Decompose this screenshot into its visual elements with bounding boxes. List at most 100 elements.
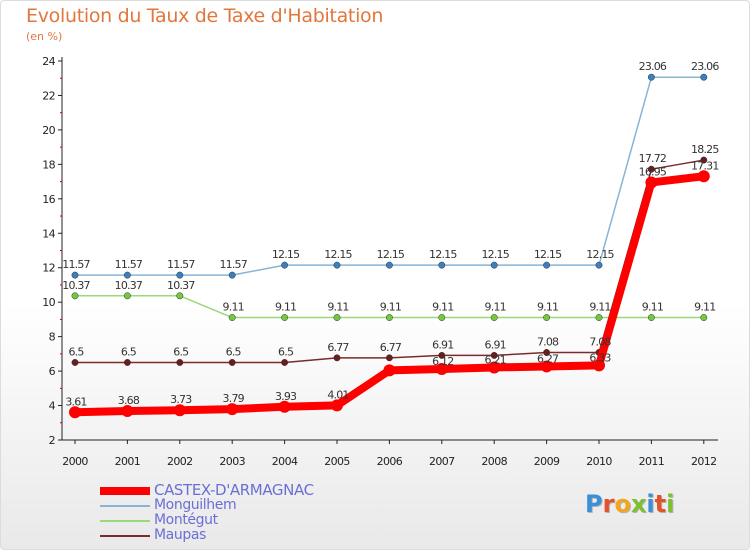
- data-label: 6.5: [226, 345, 242, 358]
- data-label: 6.77: [327, 341, 349, 354]
- legend-swatch: [100, 486, 150, 495]
- data-point: [281, 261, 289, 269]
- data-point: [123, 271, 131, 279]
- data-label: 6.5: [278, 345, 294, 358]
- data-point: [385, 354, 393, 362]
- data-point: [385, 261, 393, 269]
- x-tick-label: 2003: [219, 455, 245, 468]
- data-label: 9.11: [485, 301, 506, 314]
- y-tick-label: 12: [42, 262, 55, 275]
- y-tick-label: 4: [49, 400, 56, 413]
- data-label: 10.37: [167, 279, 195, 292]
- legend-swatch: [100, 504, 150, 507]
- y-tick-label: 2: [49, 434, 55, 447]
- data-label: 6.5: [121, 345, 137, 358]
- data-point: [331, 399, 343, 412]
- data-label: 7.08: [537, 335, 559, 348]
- data-label: 6.33: [589, 351, 611, 364]
- data-label: 4.01: [327, 388, 348, 401]
- legend-label: CASTEX-D'ARMAGNAC: [154, 481, 314, 499]
- legend-swatch: [100, 519, 150, 522]
- series-castex-d-armagnac: [69, 170, 710, 419]
- data-point: [593, 359, 605, 372]
- data-label: 6.12: [432, 355, 453, 368]
- data-point: [69, 406, 81, 419]
- legend-swatch: [100, 534, 150, 537]
- data-point: [700, 73, 708, 81]
- data-label: 11.57: [219, 258, 247, 271]
- data-point: [71, 271, 79, 279]
- data-point: [333, 261, 341, 269]
- data-label: 3.93: [275, 390, 297, 403]
- x-tick-label: 2004: [272, 455, 298, 468]
- data-label: 17.72: [639, 152, 667, 165]
- data-point: [333, 354, 341, 362]
- data-point: [540, 360, 553, 373]
- data-point: [700, 156, 708, 164]
- data-point: [176, 359, 184, 366]
- data-label: 11.57: [167, 258, 195, 271]
- data-label: 9.11: [275, 301, 296, 314]
- y-tick-label: 6: [49, 365, 56, 378]
- x-tick-label: 2007: [429, 455, 455, 468]
- legend-label: Monguilhem: [154, 497, 237, 513]
- x-tick-label: 2001: [115, 455, 141, 468]
- proxiti-logo: Proxiti: [585, 490, 675, 518]
- data-label: 16.95: [639, 165, 667, 178]
- data-label: 6.5: [173, 345, 189, 358]
- y-tick-label: 22: [42, 89, 55, 102]
- data-label: 12.15: [377, 248, 405, 261]
- data-point: [543, 314, 551, 321]
- data-label: 23.06: [691, 60, 719, 73]
- data-point: [228, 271, 236, 279]
- x-tick-label: 2000: [62, 455, 88, 468]
- data-point: [333, 314, 341, 321]
- legend-label: Montégut: [154, 512, 218, 528]
- data-point: [123, 292, 131, 300]
- data-point: [173, 404, 186, 417]
- data-label: 9.11: [380, 301, 401, 314]
- data-point: [595, 261, 603, 269]
- data-label: 9.11: [327, 301, 348, 314]
- data-point: [647, 73, 655, 81]
- data-point: [385, 314, 393, 321]
- data-point: [488, 361, 501, 374]
- x-tick-label: 2005: [324, 455, 350, 468]
- data-point: [226, 403, 239, 416]
- data-label: 9.11: [589, 301, 610, 314]
- data-label: 6.27: [537, 352, 559, 365]
- x-tick-label: 2011: [639, 455, 665, 468]
- series-line: [74, 172, 705, 417]
- data-label: 11.57: [62, 258, 90, 271]
- y-tick-label: 8: [49, 331, 56, 344]
- x-tick-label: 2008: [481, 455, 507, 468]
- x-tick-label: 2010: [586, 455, 612, 468]
- data-label: 3.68: [118, 394, 140, 407]
- data-label: 3.79: [223, 392, 245, 405]
- data-label: 23.06: [639, 60, 667, 73]
- data-point: [647, 165, 655, 173]
- series-line: [75, 76, 704, 276]
- data-point: [543, 349, 551, 356]
- data-label: 10.37: [62, 279, 90, 292]
- y-tick-label: 18: [42, 158, 55, 171]
- data-point: [438, 314, 446, 321]
- data-label: 12.15: [272, 248, 300, 261]
- data-point: [438, 261, 446, 269]
- data-point: [228, 359, 236, 366]
- x-tick-label: 2006: [377, 455, 403, 468]
- data-label: 6.91: [485, 338, 506, 351]
- data-point: [123, 359, 131, 366]
- data-point: [697, 170, 710, 183]
- data-label: 9.11: [432, 301, 453, 314]
- data-label: 10.37: [115, 279, 143, 292]
- data-label: 12.15: [481, 248, 509, 261]
- data-point: [435, 363, 448, 376]
- data-point: [71, 359, 79, 366]
- data-point: [700, 314, 708, 321]
- data-point: [490, 351, 498, 359]
- legend: CASTEX-D'ARMAGNAC Monguilhem Montégut Maupa…: [100, 483, 314, 543]
- data-label: 9.11: [642, 301, 663, 314]
- data-point: [121, 405, 134, 418]
